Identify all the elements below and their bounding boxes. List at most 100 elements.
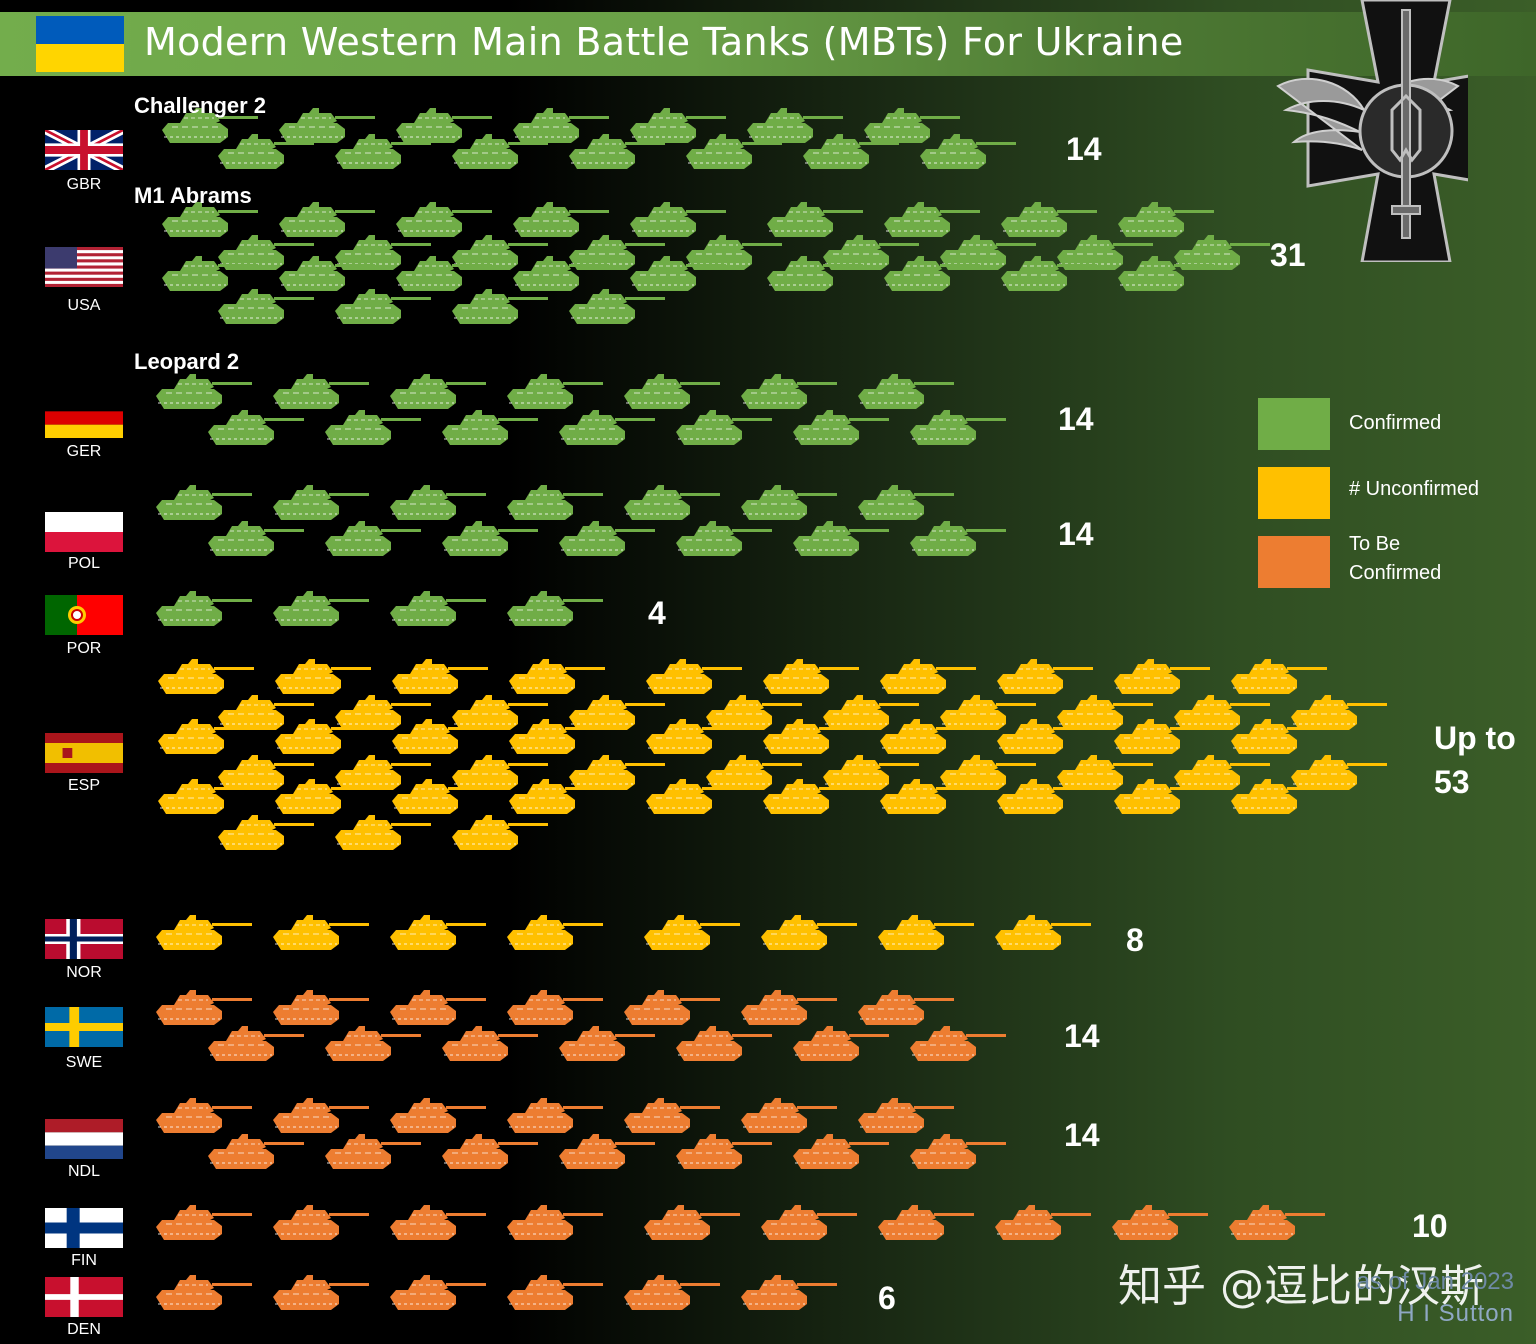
total-fin: 10 [1412,1208,1448,1244]
page-title: Modern Western Main Battle Tanks (MBTs) … [144,20,1184,64]
total-swe: 14 [1064,1018,1100,1054]
tank-icon [558,520,656,557]
tank-icon [274,658,372,695]
tank-icon [155,590,253,627]
tank-icon [643,914,741,951]
legend-label-to-be-confirmed: To Be Confirmed [1349,533,1442,584]
tank-icon [623,989,721,1026]
flag-den [45,1277,123,1317]
tank-icon [740,1097,838,1134]
tank-icon [558,409,656,446]
country-code-fin: FIN [71,1252,97,1269]
tank-icon [558,1025,656,1062]
total-ndl: 14 [1064,1117,1100,1153]
legend-swatch-to-be-confirmed [1258,536,1330,588]
tank-icon [629,201,727,238]
tank-icon [909,409,1007,446]
tank-icon [272,914,370,951]
tank-icon [1290,694,1388,731]
tank-icon [879,658,977,695]
watermark: 知乎 @逗比的汉斯 [1118,1261,1484,1312]
legend-label-unconfirmed: # Unconfirmed [1349,478,1480,500]
tank-icon [883,201,981,238]
tank-icon [766,201,864,238]
tank-icon [506,1204,604,1241]
country-code-pol: POL [67,555,100,572]
tank-icon [272,1204,370,1241]
country-code-gbr: GBR [66,176,102,193]
legend-swatch-confirmed [1258,398,1330,450]
tank-icon [389,914,487,951]
tank-icon [877,1204,975,1241]
country-code-nor: NOR [66,964,102,981]
country-code-swe: SWE [65,1054,103,1071]
tank-icon [506,989,604,1026]
tank-icon [272,1274,370,1311]
flag-gbr [45,130,123,170]
tank-icon [792,409,890,446]
tank-icon [792,1133,890,1170]
tank-icon [994,914,1092,951]
tank-icon [994,1204,1092,1241]
tank-icon [207,409,305,446]
tank-icon [863,107,961,144]
tank-icon [324,409,422,446]
tank-icon [857,1097,955,1134]
tank-icon [746,107,844,144]
tank-icon [272,373,370,410]
tank-icon [278,201,376,238]
tank-icon [155,1204,253,1241]
flag-ndl [45,1119,123,1159]
tank-icon [675,409,773,446]
tank-icon [792,520,890,557]
tank-icon [324,520,422,557]
tank-icon [506,373,604,410]
tank-icon [909,520,1007,557]
tank-icon [675,520,773,557]
tank-icon [506,590,604,627]
model-label-leopard-2: Leopard 2 [134,349,240,374]
tank-icon [857,484,955,521]
tank-icon [623,484,721,521]
tank-icon [334,814,432,851]
tank-icon [324,1025,422,1062]
tank-icon [740,373,838,410]
tank-icon [623,373,721,410]
tank-icon [441,1025,539,1062]
credit-author: H I Sutton [1397,1300,1514,1327]
country-code-ndl: NDL [67,1163,100,1180]
tank-icon [1111,1204,1209,1241]
tank-icon [207,520,305,557]
tank-icon [389,1097,487,1134]
tank-icon [740,989,838,1026]
tank-icon [395,107,493,144]
tank-icon [558,1133,656,1170]
flag-fin [45,1208,123,1248]
country-code-usa: USA [67,297,101,314]
tank-icon [441,1133,539,1170]
tank-icon [272,484,370,521]
tank-icon [155,914,253,951]
model-label-challenger-2: Challenger 2 [134,93,267,118]
flag-swe [45,1007,123,1047]
tank-icon [272,1097,370,1134]
legend-swatch-unconfirmed [1258,467,1330,519]
tank-icon [278,107,376,144]
tank-icon [155,373,253,410]
tank-icon [877,914,975,951]
ukraine-flag [36,16,124,72]
tank-icon [334,288,432,325]
model-label-m1-abrams: M1 Abrams [134,183,252,208]
tank-icon [512,107,610,144]
tank-icon [155,989,253,1026]
total-den: 6 [878,1280,896,1316]
tank-icon [272,590,370,627]
tank-icon [1117,201,1215,238]
tank-icon [675,1133,773,1170]
ukrainian-ground-forces-emblem [1276,0,1468,262]
flag-ger [45,398,123,438]
country-code-esp: ESP [67,777,100,794]
tank-icon [506,1274,604,1311]
tank-icon [645,658,743,695]
title-bar: Modern Western Main Battle Tanks (MBTs) … [0,12,1536,76]
